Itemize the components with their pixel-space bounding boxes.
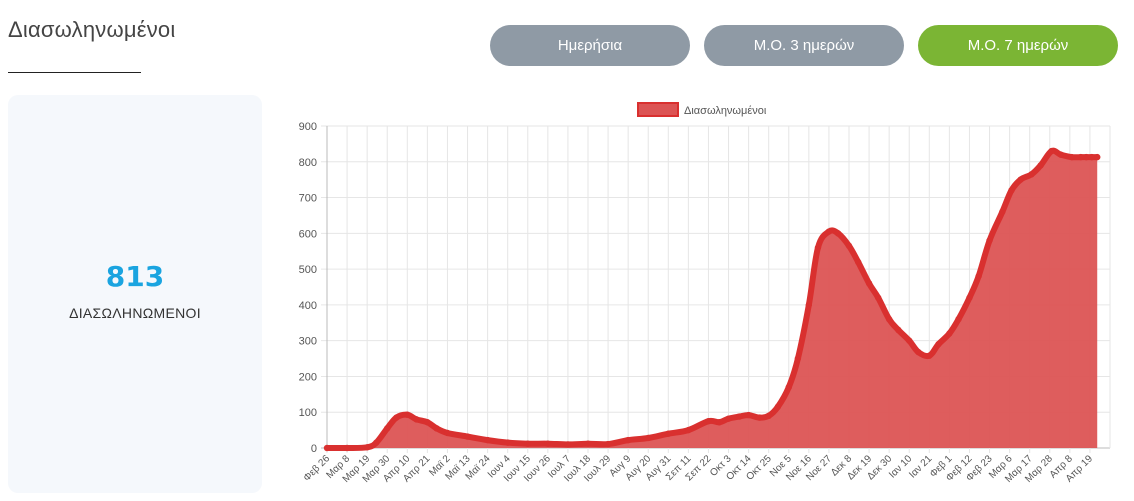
data-point [895, 326, 902, 334]
data-point [464, 433, 471, 440]
y-tick-label: 500 [299, 264, 317, 276]
y-tick-label: 800 [299, 157, 317, 169]
data-point [524, 440, 531, 447]
data-point [756, 414, 763, 421]
daily-button[interactable]: Ημερήσια [490, 25, 690, 66]
avg-3-days-button[interactable]: Μ.Ο. 3 ημερών [704, 25, 904, 66]
data-point [845, 242, 853, 250]
data-point [544, 440, 552, 447]
data-point [794, 355, 802, 362]
data-point [716, 419, 723, 426]
data-point [935, 341, 942, 348]
title-underline [8, 72, 141, 73]
data-point [363, 444, 371, 451]
data-point [885, 316, 893, 323]
data-point [1037, 162, 1044, 169]
y-tick-label: 0 [311, 443, 317, 455]
x-tick-label: Φεβ 26 [302, 453, 333, 484]
y-tick-label: 900 [299, 121, 317, 133]
data-point [373, 439, 380, 446]
data-point [1048, 147, 1055, 155]
avg-7-days-button[interactable]: Μ.Ο. 7 ημερών [918, 25, 1118, 66]
data-point [584, 440, 592, 447]
y-tick-label: 200 [299, 371, 317, 383]
data-point [504, 439, 511, 446]
y-tick-label: 600 [299, 228, 317, 240]
data-point [946, 330, 953, 337]
data-point [785, 383, 792, 391]
y-tick-label: 700 [299, 193, 317, 205]
y-tick-label: 400 [299, 300, 317, 312]
intubated-label: ΔΙΑΣΩΛΗΝΩΜΕΝΟΙ [69, 305, 201, 321]
data-point [645, 434, 652, 442]
data-point [1068, 153, 1075, 161]
data-point [999, 208, 1006, 216]
data-point [745, 411, 752, 419]
data-point [834, 230, 842, 237]
data-point [865, 280, 873, 287]
x-tick-label: Ιαν 21 [907, 453, 935, 481]
data-point [413, 416, 420, 423]
data-point [966, 294, 973, 301]
data-point [805, 301, 813, 309]
data-point [975, 273, 982, 280]
data-point [875, 294, 882, 301]
data-point [774, 403, 782, 411]
data-point [1077, 153, 1084, 161]
data-point [1017, 176, 1024, 183]
y-tick-label: 300 [299, 336, 317, 348]
data-point [705, 417, 712, 425]
data-point [955, 316, 962, 323]
data-point [765, 412, 772, 419]
page-title: Διασωληνωμένοι [8, 17, 176, 42]
legend-swatch [637, 102, 679, 117]
data-point [604, 440, 612, 448]
data-point [1094, 153, 1101, 161]
data-point [665, 430, 672, 437]
data-point [1008, 187, 1015, 194]
data-point [484, 436, 491, 444]
data-point [906, 337, 913, 344]
y-tick-label: 100 [299, 407, 317, 419]
data-point [854, 258, 862, 266]
data-point [814, 244, 822, 251]
data-point [424, 419, 431, 426]
stat-card: 813 ΔΙΑΣΩΛΗΝΩΜΕΝΟΙ [8, 95, 262, 493]
data-point [1028, 171, 1035, 178]
data-point [343, 444, 351, 452]
data-point [564, 441, 572, 448]
data-point [1083, 153, 1090, 161]
data-point [624, 436, 632, 444]
data-point [915, 348, 922, 356]
data-point [1057, 151, 1064, 158]
series-area [327, 150, 1098, 449]
data-point [685, 426, 692, 434]
data-point [1088, 153, 1095, 161]
data-point [825, 228, 833, 235]
series-line [324, 147, 1101, 452]
data-point [926, 352, 933, 359]
data-point [736, 413, 743, 420]
data-point [393, 414, 400, 421]
legend-label: Διασωληνωμένοι [684, 105, 767, 117]
intubated-count: 813 [105, 260, 165, 293]
data-point [444, 429, 451, 437]
data-point [725, 415, 732, 422]
data-point [404, 411, 411, 418]
data-point [433, 425, 440, 432]
data-point [384, 425, 391, 432]
data-point [323, 444, 331, 452]
data-point [986, 237, 993, 244]
